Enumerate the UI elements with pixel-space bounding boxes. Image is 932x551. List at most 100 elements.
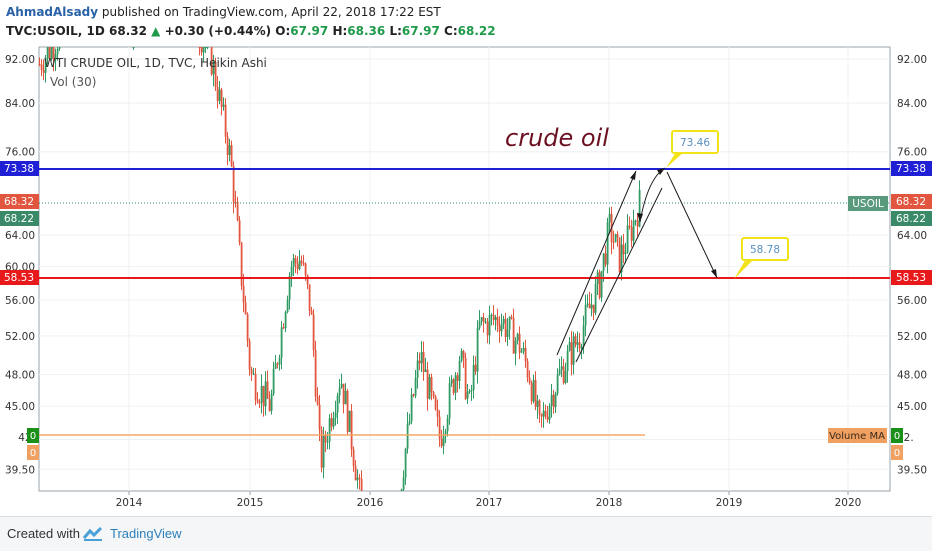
candle-body [440, 438, 443, 447]
candle-body [572, 336, 575, 365]
y-tick-label-right: 39.50 [897, 464, 927, 476]
candle-body [342, 383, 345, 405]
candle-body [484, 321, 487, 323]
candle-body [512, 318, 515, 354]
candle-body [430, 377, 433, 393]
right-close-label: 68.22 [896, 213, 926, 225]
candle-body [490, 314, 493, 316]
ohlc-line: TVC:USOIL, 1D 68.32 ▲ +0.30 (+0.44%) O:6… [6, 24, 496, 38]
price-chart[interactable]: 73.46 58.78 crude oil WTI CRUDE OIL, 1D,… [0, 46, 932, 516]
volume-legend[interactable]: Vol (30) [50, 75, 96, 89]
low-label: L: [389, 24, 402, 38]
candle-body [448, 383, 451, 419]
projection-down-arrow[interactable] [666, 171, 718, 279]
candle-body [580, 346, 583, 349]
candle-body [592, 304, 595, 313]
candle-body [510, 316, 513, 319]
callout-high-box [671, 130, 719, 154]
candle-body [334, 412, 337, 418]
usoil-label[interactable]: USOIL [852, 198, 884, 210]
candle-body [42, 70, 45, 73]
symbol-label[interactable]: TVC:USOIL, 1D [6, 24, 105, 38]
candle-body [516, 333, 519, 341]
candle-body [460, 350, 463, 361]
x-tick-label: 2015 [237, 497, 264, 509]
candle-body [264, 381, 267, 407]
chart-area[interactable]: 73.46 58.78 crude oil WTI CRUDE OIL, 1D,… [0, 46, 932, 516]
candle-body [222, 104, 225, 107]
y-tick-label-left: 39.50 [5, 464, 35, 476]
candle-body [486, 321, 489, 336]
candle-body [416, 360, 419, 378]
y-tick-label-right: 48.00 [897, 370, 927, 382]
candle-body [408, 421, 411, 424]
last-price: 68.32 [109, 24, 147, 38]
candle-body [340, 383, 343, 388]
footer: Created with TradingView [0, 516, 932, 551]
right-vol-label-bg [891, 428, 903, 443]
left-volma-label-bg [27, 445, 39, 460]
candle-body [360, 478, 363, 491]
author-link[interactable]: AhmadAlsady [6, 5, 99, 19]
candle-body [496, 317, 499, 326]
candle-body [348, 410, 351, 432]
candle-body [578, 342, 581, 349]
candle-body [404, 448, 407, 478]
candle-body [562, 366, 565, 383]
volume-ma-label[interactable]: Volume MA [829, 431, 885, 442]
channel-lower-line[interactable] [575, 187, 663, 363]
left-red-label-bg [0, 270, 39, 285]
callout-high-text: 73.46 [680, 137, 710, 149]
candle-body [286, 299, 289, 313]
candle-body [602, 253, 605, 271]
candle-body [244, 302, 247, 315]
candle-body [424, 369, 427, 372]
candle-body [358, 477, 361, 479]
candle-body [232, 165, 235, 202]
crude-oil-annotation[interactable]: crude oil [505, 124, 609, 152]
candle-body [320, 429, 323, 468]
candle-body [624, 252, 627, 255]
candle-body [240, 242, 243, 286]
tradingview-brand-link[interactable]: TradingView [110, 526, 182, 541]
callout-high[interactable]: 73.46 [666, 130, 719, 168]
candle-body [616, 234, 619, 238]
candle-body [316, 396, 319, 405]
right-volma-label: 0 [894, 448, 900, 459]
candle-body [618, 237, 621, 273]
candle-body [538, 400, 541, 415]
callout-low[interactable]: 58.78 [734, 237, 789, 279]
candle-body [638, 189, 641, 227]
x-tick-label: 2018 [596, 497, 623, 509]
high-label: H: [332, 24, 348, 38]
tradingview-logo-icon[interactable] [82, 526, 104, 542]
candle-body [630, 226, 633, 241]
grid [39, 47, 890, 491]
right-last-label-bg [891, 194, 932, 209]
candle-body [540, 414, 543, 417]
candle-body [246, 314, 249, 342]
arrowhead-icon [637, 213, 643, 222]
candle-body [604, 253, 607, 265]
candle-body [318, 404, 321, 430]
candle-body [614, 234, 617, 243]
candle-body [454, 375, 457, 393]
candle-body [600, 270, 603, 298]
candle-body [306, 275, 309, 285]
series-legend[interactable]: WTI CRUDE OIL, 1D, TVC, Heikin Ashi [44, 56, 267, 70]
right-blue-label: 73.38 [896, 163, 926, 175]
candle-body [526, 361, 529, 378]
candle-body [576, 342, 579, 345]
candle-body [574, 336, 577, 345]
channel-upper-line[interactable] [556, 170, 637, 356]
candle-body [522, 347, 525, 352]
callout-low-box [741, 237, 789, 261]
candle-body [206, 47, 209, 48]
candle-body [200, 47, 203, 53]
left-blue-label: 73.38 [4, 163, 34, 175]
candle-body [214, 61, 217, 87]
candle-body [330, 418, 333, 427]
candle-body [314, 350, 317, 397]
candle-body [288, 275, 291, 300]
candle-body [500, 323, 503, 332]
